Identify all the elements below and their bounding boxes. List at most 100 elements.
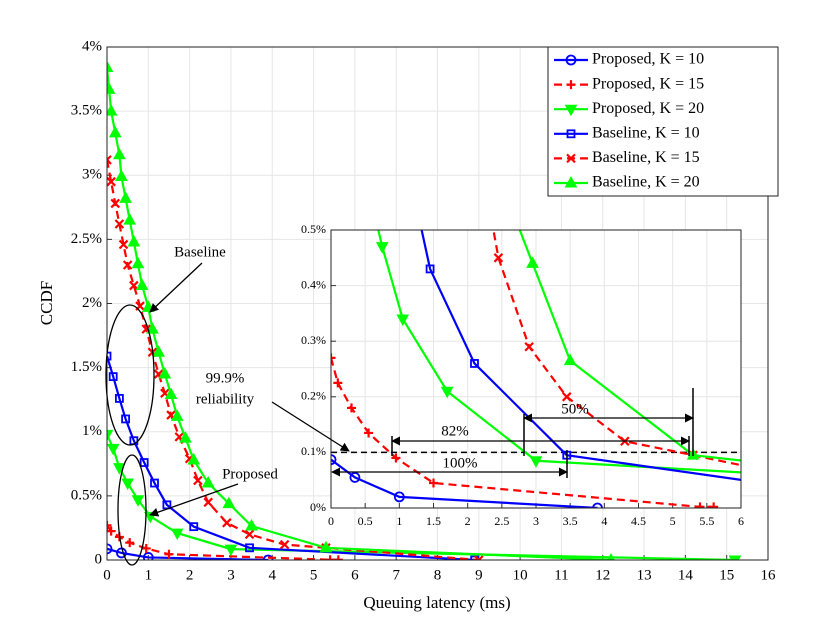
axes-frame — [106, 46, 769, 561]
marker — [375, 242, 389, 254]
marker — [158, 366, 172, 379]
annotation: 99.9% — [206, 370, 245, 386]
marker — [364, 428, 374, 438]
marker — [319, 540, 333, 553]
marker — [262, 554, 274, 560]
x-tick-label: 6 — [738, 514, 744, 528]
y-tick-label: 0.5% — [301, 222, 326, 236]
marker — [279, 539, 290, 550]
y-tick-label: 0.1% — [301, 444, 326, 458]
marker — [224, 544, 238, 557]
marker — [561, 392, 572, 402]
marker — [222, 518, 232, 528]
legend-label: Proposed, K = 10 — [592, 51, 704, 68]
x-tick-label: 16 — [761, 567, 777, 583]
marker — [563, 353, 577, 366]
marker — [170, 528, 184, 541]
series-line — [107, 355, 475, 560]
marker — [396, 314, 410, 326]
ellipse — [117, 454, 147, 566]
marker — [108, 372, 118, 382]
x-tick-label: 1.5 — [426, 514, 441, 528]
marker — [127, 234, 141, 247]
legend-label: Baseline, K = 20 — [592, 174, 700, 191]
annotation: Baseline — [174, 244, 226, 260]
marker — [107, 543, 113, 555]
marker — [107, 60, 114, 73]
x-tick-label: 5.5 — [699, 514, 714, 528]
x-tick-label: 2 — [186, 567, 194, 583]
marker — [201, 476, 215, 488]
x-tick-label: 15 — [719, 567, 734, 583]
marker — [529, 456, 543, 468]
annotations: Baseline Proposed 99.9% reliability — [105, 244, 350, 566]
marker — [162, 500, 172, 510]
marker — [393, 491, 405, 503]
x-tick-label: 2.5 — [494, 514, 509, 528]
marker — [440, 386, 454, 399]
x-tick-label: 5 — [310, 567, 318, 583]
marker — [142, 552, 154, 560]
marker — [189, 522, 199, 532]
x-tick-label: 1 — [145, 567, 153, 583]
marker — [108, 125, 122, 138]
legend-label: Baseline, K = 15 — [592, 149, 700, 166]
y-tick-label: 4% — [82, 38, 102, 54]
axes-frame — [330, 229, 742, 509]
inset-annotations: 82% 100% 50% — [331, 388, 694, 478]
marker — [150, 478, 159, 488]
marker — [131, 256, 145, 269]
marker — [203, 497, 213, 508]
marker — [107, 443, 120, 456]
marker — [110, 198, 121, 209]
arrow — [149, 262, 203, 313]
ellipse — [105, 304, 155, 446]
marker — [107, 351, 112, 361]
y-tick-label: 0.3% — [301, 333, 326, 347]
arrow — [149, 483, 239, 517]
marker — [122, 260, 133, 270]
marker — [107, 104, 118, 116]
marker — [164, 387, 178, 400]
x-tick-label: 0 — [103, 567, 111, 583]
marker — [391, 453, 401, 463]
x-tick-label: 10 — [513, 567, 528, 583]
marker — [592, 502, 603, 508]
annotation: reliability — [196, 391, 255, 407]
marker — [146, 322, 159, 334]
marker — [125, 538, 135, 548]
marker — [709, 502, 719, 508]
y-tick-label: 0.5% — [71, 487, 102, 503]
annotation: 100% — [443, 455, 478, 471]
marker — [524, 341, 534, 352]
annotation: Proposed — [222, 466, 278, 482]
marker — [114, 219, 125, 229]
y-tick-label: 0.2% — [301, 389, 326, 403]
marker — [607, 552, 615, 560]
marker — [566, 153, 576, 164]
marker — [187, 452, 201, 465]
x-tick-label: 7 — [392, 567, 400, 583]
marker — [565, 54, 577, 66]
legend-box — [547, 46, 779, 197]
legend-label: Proposed, K = 15 — [592, 75, 704, 92]
marker — [121, 478, 135, 491]
x-tick-label: 4 — [601, 514, 607, 528]
marker — [193, 475, 203, 486]
legend-label: Baseline, K = 10 — [592, 124, 700, 141]
x-tick-label: 6 — [351, 567, 359, 583]
y-tick-label: 0 — [95, 551, 103, 567]
arrow — [271, 401, 350, 452]
marker — [123, 213, 137, 225]
y-axis-label: CCDF — [37, 281, 56, 325]
marker — [129, 280, 139, 291]
marker — [135, 278, 149, 291]
annotation: 50% — [561, 401, 589, 417]
marker — [115, 169, 128, 182]
marker — [429, 478, 438, 488]
marker — [564, 104, 578, 117]
y-tick-label: 1% — [82, 423, 102, 439]
marker — [470, 359, 479, 368]
legend-label: Proposed, K = 20 — [592, 100, 704, 117]
marker — [333, 378, 343, 388]
